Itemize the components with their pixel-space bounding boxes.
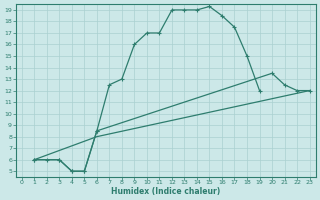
X-axis label: Humidex (Indice chaleur): Humidex (Indice chaleur)	[111, 187, 220, 196]
